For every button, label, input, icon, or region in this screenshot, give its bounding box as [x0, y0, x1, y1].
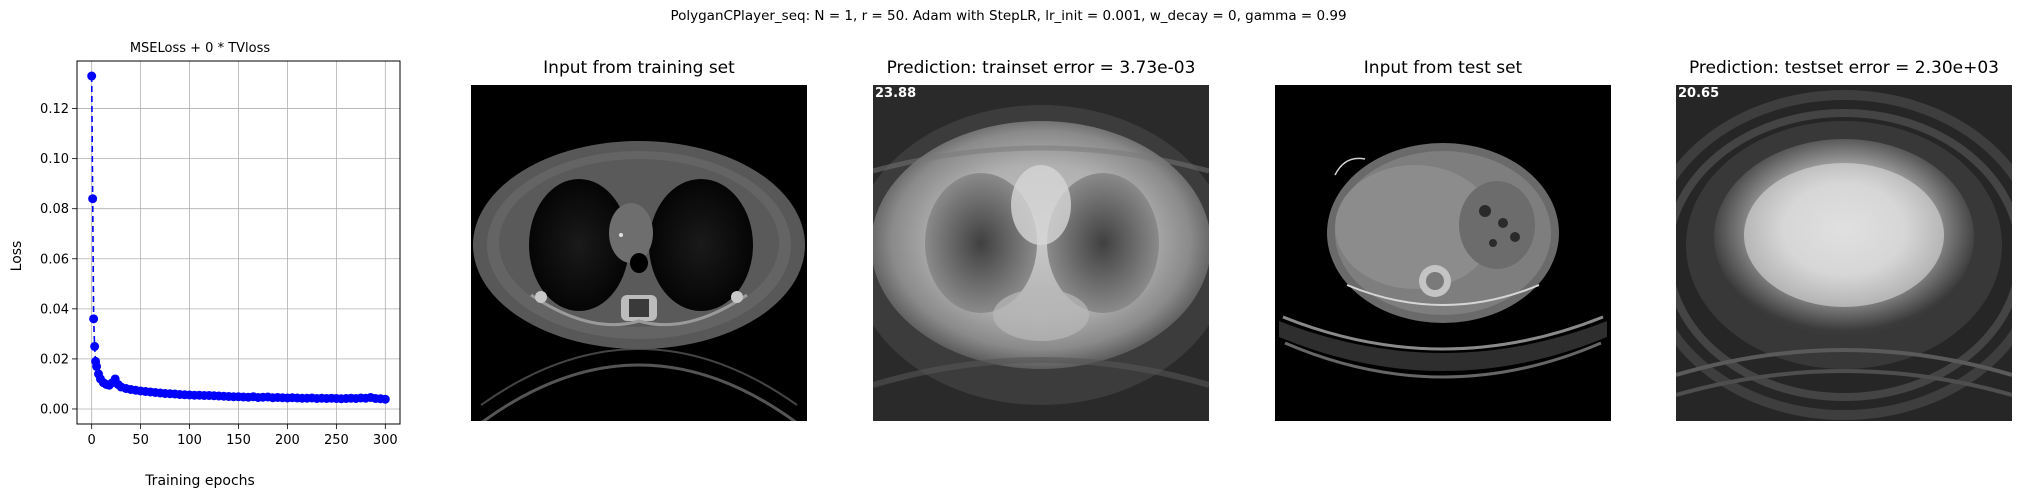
figure-suptitle: PolyganCPlayer_seq: N = 1, r = 50. Adam …: [670, 8, 1347, 24]
x-tick-label: 300: [373, 433, 398, 448]
train-prediction-max-label: 23.88: [875, 86, 917, 101]
y-tick-label: 0.10: [40, 152, 69, 167]
test-prediction-max-label: 20.65: [1678, 86, 1720, 101]
test-input-title: Input from test set: [1363, 58, 1523, 78]
data-point: [90, 341, 100, 351]
y-tick-label: 0.08: [40, 202, 69, 217]
x-tick-label: 0: [88, 433, 96, 448]
x-tick-label: 250: [324, 433, 349, 448]
loss-series-points: [87, 71, 390, 404]
train-prediction-image: 23.88: [873, 85, 1209, 421]
x-tick-label: 100: [177, 433, 202, 448]
test-prediction-image: 20.65: [1676, 85, 2012, 421]
data-point: [88, 194, 98, 204]
train-prediction-title: Prediction: trainset error = 3.73e-03: [886, 58, 1196, 78]
y-tick-label: 0.04: [40, 302, 69, 317]
test-prediction-title: Prediction: testset error = 2.30e+03: [1688, 58, 1999, 78]
train-input-title: Input from training set: [543, 58, 735, 78]
data-point: [380, 394, 390, 404]
y-tick-label: 0.06: [40, 252, 69, 267]
y-tick-label: 0.02: [40, 352, 69, 367]
chart-title: MSELoss + 0 * TVloss: [130, 41, 271, 56]
data-point: [89, 314, 99, 324]
loss-chart: MSELoss + 0 * TVloss Loss Training epoch…: [9, 41, 401, 489]
chart-xlabel: Training epochs: [144, 473, 255, 489]
x-tick-label: 50: [132, 433, 149, 448]
test-input-image: [1275, 85, 1611, 421]
chart-ylabel: Loss: [9, 241, 25, 272]
data-point: [87, 71, 97, 81]
y-tick-label: 0.00: [40, 402, 69, 417]
plot-area-frame: [76, 60, 401, 425]
chart-ticks: 0 50 100 150 200 250 300 0.00 0.02 0.04 0.06 0.08 0.…: [40, 102, 398, 448]
data-point: [92, 361, 102, 371]
train-input-image: [471, 85, 807, 421]
y-tick-label: 0.12: [40, 102, 69, 117]
x-tick-label: 150: [226, 433, 251, 448]
chart-grid: [77, 61, 400, 424]
x-tick-label: 200: [275, 433, 300, 448]
